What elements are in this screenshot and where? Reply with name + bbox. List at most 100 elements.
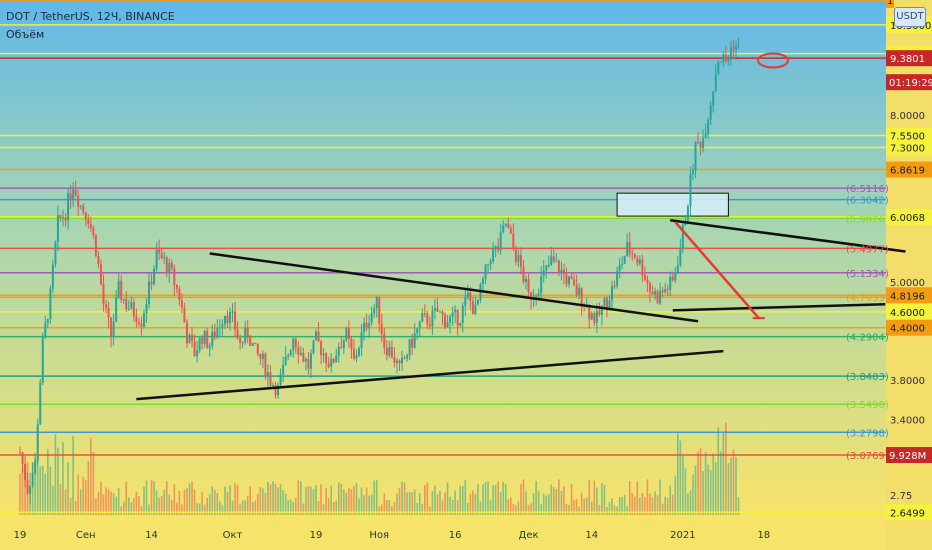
candle-body[interactable] xyxy=(132,302,135,317)
candle-body[interactable] xyxy=(259,353,262,359)
candle-body[interactable] xyxy=(545,265,548,271)
candle-body[interactable] xyxy=(223,315,226,325)
candle-body[interactable] xyxy=(573,279,576,285)
candle-body[interactable] xyxy=(97,255,100,265)
candle-body[interactable] xyxy=(345,328,348,341)
candle-body[interactable] xyxy=(669,276,672,290)
candle-body[interactable] xyxy=(105,304,108,308)
candle-body[interactable] xyxy=(600,306,603,315)
candle-body[interactable] xyxy=(59,215,62,219)
candle-body[interactable] xyxy=(67,193,70,221)
candle-body[interactable] xyxy=(641,259,644,276)
candle-body[interactable] xyxy=(411,338,414,348)
candle-body[interactable] xyxy=(163,257,166,259)
candle-body[interactable] xyxy=(481,279,484,285)
candle-body[interactable] xyxy=(231,311,234,313)
candle-body[interactable] xyxy=(165,257,168,274)
candle-body[interactable] xyxy=(525,279,527,282)
candle-body[interactable] xyxy=(426,313,429,325)
candle-body[interactable] xyxy=(686,206,689,221)
candle-body[interactable] xyxy=(413,333,416,348)
candle-body[interactable] xyxy=(527,279,530,293)
candle-body[interactable] xyxy=(299,352,302,355)
candle-body[interactable] xyxy=(46,319,49,324)
candle-body[interactable] xyxy=(449,316,452,323)
candle-body[interactable] xyxy=(689,174,692,207)
candle-body[interactable] xyxy=(77,195,80,207)
candle-body[interactable] xyxy=(74,189,77,196)
candle-body[interactable] xyxy=(631,253,634,255)
candle-body[interactable] xyxy=(180,300,183,308)
candle-body[interactable] xyxy=(54,241,57,265)
candle-body[interactable] xyxy=(79,205,82,207)
candle-body[interactable] xyxy=(49,288,52,320)
candle-body[interactable] xyxy=(26,479,29,494)
candle-body[interactable] xyxy=(355,355,358,359)
candle-body[interactable] xyxy=(368,322,371,329)
trendline-drawing[interactable] xyxy=(209,252,699,323)
candle-body[interactable] xyxy=(380,323,383,335)
candle-body[interactable] xyxy=(562,269,565,275)
candle-body[interactable] xyxy=(155,249,158,269)
candle-body[interactable] xyxy=(107,307,110,318)
candle-body[interactable] xyxy=(509,227,512,234)
candle-body[interactable] xyxy=(64,217,67,221)
candle-body[interactable] xyxy=(117,280,120,298)
candle-body[interactable] xyxy=(322,353,325,356)
candle-body[interactable] xyxy=(727,56,730,62)
candle-body[interactable] xyxy=(39,382,42,425)
candle-body[interactable] xyxy=(383,334,386,349)
candle-body[interactable] xyxy=(317,331,320,342)
candle-body[interactable] xyxy=(540,276,543,294)
candle-body[interactable] xyxy=(451,312,454,317)
candle-body[interactable] xyxy=(464,297,467,306)
candle-body[interactable] xyxy=(507,223,510,228)
candle-body[interactable] xyxy=(474,304,477,315)
candle-body[interactable] xyxy=(707,119,710,135)
candle-body[interactable] xyxy=(56,215,59,242)
candle-body[interactable] xyxy=(628,241,631,254)
candle-body[interactable] xyxy=(605,298,608,308)
candle-body[interactable] xyxy=(646,279,649,284)
candle-body[interactable] xyxy=(277,384,280,396)
candle-body[interactable] xyxy=(365,322,368,329)
candle-body[interactable] xyxy=(279,374,282,385)
candle-body[interactable] xyxy=(282,364,285,375)
candle-body[interactable] xyxy=(41,337,44,383)
candle-body[interactable] xyxy=(446,322,449,328)
candle-body[interactable] xyxy=(438,311,441,313)
candle-body[interactable] xyxy=(403,357,406,359)
candle-body[interactable] xyxy=(170,263,173,269)
candle-body[interactable] xyxy=(269,372,272,386)
candle-body[interactable] xyxy=(535,295,538,298)
candle-body[interactable] xyxy=(120,280,123,300)
candle-body[interactable] xyxy=(406,355,409,359)
candle-body[interactable] xyxy=(497,246,500,251)
trendline-drawing[interactable] xyxy=(672,302,886,312)
candle-body[interactable] xyxy=(337,346,340,356)
candle-body[interactable] xyxy=(178,288,181,301)
candle-body[interactable] xyxy=(234,311,237,330)
candle-body[interactable] xyxy=(568,276,571,285)
candle-body[interactable] xyxy=(36,424,39,462)
candle-body[interactable] xyxy=(191,334,194,341)
candle-body[interactable] xyxy=(201,337,204,344)
candle-body[interactable] xyxy=(358,347,361,356)
red-ellipse-marker[interactable] xyxy=(757,52,789,69)
candle-body[interactable] xyxy=(565,274,568,285)
candle-body[interactable] xyxy=(557,260,560,274)
candle-body[interactable] xyxy=(335,355,338,363)
candle-body[interactable] xyxy=(611,285,614,301)
candle-body[interactable] xyxy=(552,256,555,262)
candle-body[interactable] xyxy=(530,292,533,300)
candle-body[interactable] xyxy=(494,246,497,249)
candle-body[interactable] xyxy=(373,308,376,314)
candle-body[interactable] xyxy=(342,340,345,348)
candle-body[interactable] xyxy=(666,288,669,290)
candle-body[interactable] xyxy=(512,233,515,248)
candle-body[interactable] xyxy=(213,331,216,338)
candle-body[interactable] xyxy=(89,224,92,229)
candle-body[interactable] xyxy=(198,337,201,351)
candle-body[interactable] xyxy=(196,350,199,357)
candle-body[interactable] xyxy=(704,134,707,139)
